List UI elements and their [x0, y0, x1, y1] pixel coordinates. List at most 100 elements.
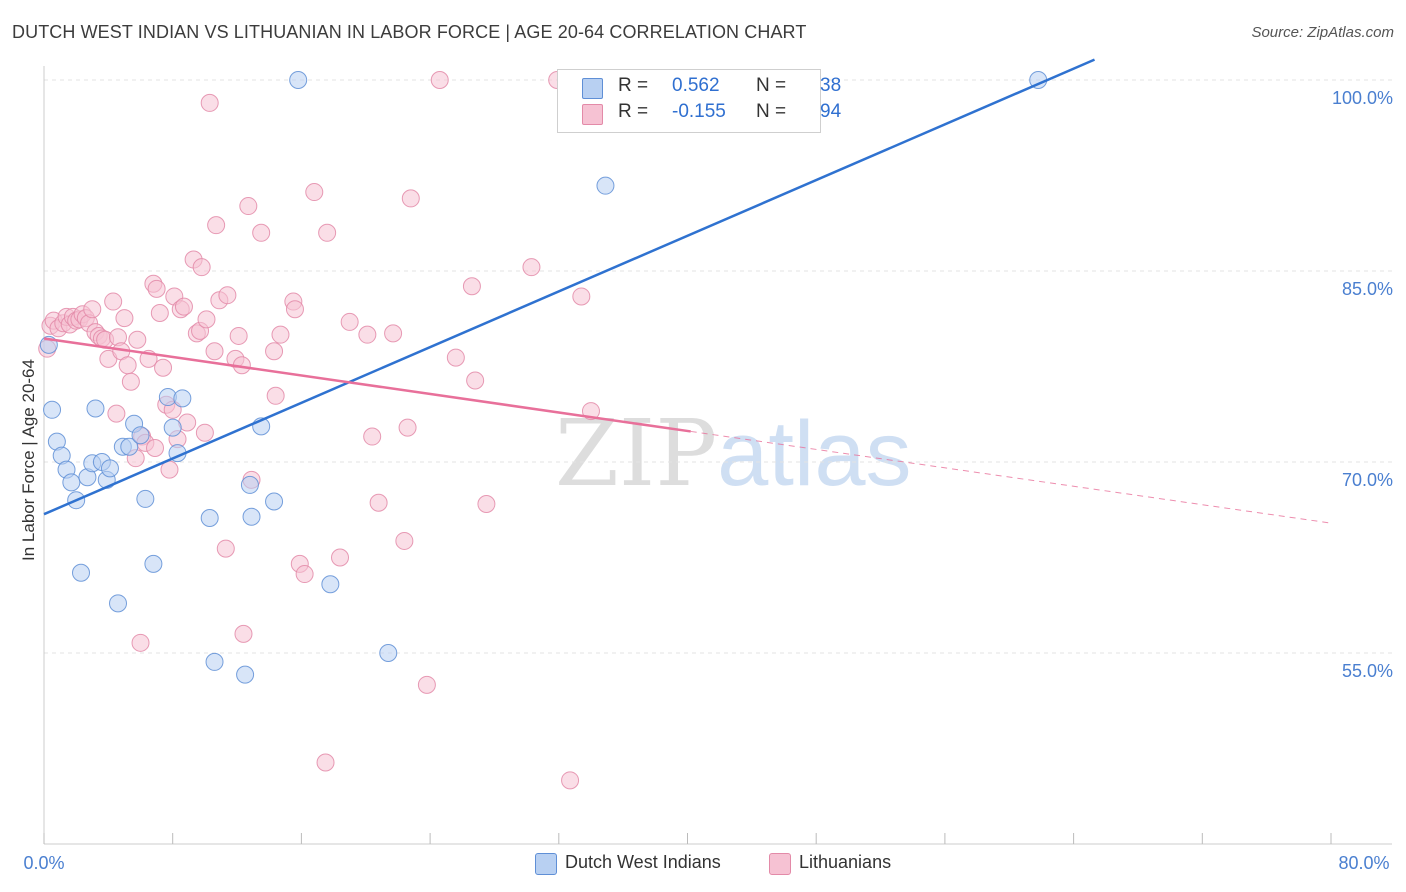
lithuanian-point: [466, 371, 485, 390]
lithuanian-point: [207, 216, 226, 235]
lithuanian-point: [197, 310, 216, 329]
legend-swatch-pink: [582, 104, 603, 125]
dutch-west-indian-point: [86, 399, 105, 418]
lithuanian-point: [561, 771, 580, 790]
legend-n-value-blue: 38: [820, 75, 842, 96]
x-tick-label: 80.0%: [1338, 853, 1389, 873]
lithuanian-point: [174, 297, 193, 316]
lithuanian-point: [477, 495, 496, 514]
lithuanian-point: [340, 312, 359, 331]
y-axis-label: In Labor Force | Age 20-64: [19, 359, 38, 561]
lithuanian-point: [417, 675, 436, 694]
lithuanian-point: [316, 753, 335, 772]
legend-r-value-blue: 0.562: [672, 75, 720, 96]
legend-n-label: N =: [756, 101, 787, 122]
lithuanian-point: [358, 325, 377, 344]
legend-r-label: R =: [618, 75, 649, 96]
dutch-west-indians-trend-line: [43, 58, 1096, 516]
lithuanian-point: [384, 324, 403, 343]
bottom-legend-label: Dutch West Indians: [565, 852, 721, 872]
watermark-zip: ZIP: [555, 400, 718, 507]
lithuanian-point: [398, 418, 417, 437]
bottom-legend-label: Lithuanians: [799, 852, 892, 872]
lithuanian-point: [430, 71, 449, 89]
dutch-west-indian-point: [62, 473, 81, 492]
legend-r-value-pink: -0.155: [672, 101, 726, 122]
lithuanian-point: [318, 223, 337, 242]
lithuanian-point: [401, 189, 420, 208]
lithuanian-point: [121, 372, 140, 391]
source-label: Source: ZipAtlas.com: [1251, 24, 1394, 41]
lithuanian-point: [462, 277, 481, 296]
lithuanian-point: [192, 258, 211, 277]
lithuanian-point: [154, 358, 173, 377]
lithuanians-trend-line: [43, 337, 691, 433]
dutch-west-indian-point: [136, 489, 155, 508]
dutch-west-indian-point: [236, 665, 255, 684]
lithuanian-point: [331, 548, 350, 567]
dutch-west-indians-points: [39, 71, 1048, 684]
lithuanian-point: [147, 279, 166, 298]
dutch-west-indian-point: [109, 594, 128, 613]
chart-title: DUTCH WEST INDIAN VS LITHUANIAN IN LABOR…: [12, 22, 807, 42]
dutch-west-indian-point: [120, 437, 139, 456]
dutch-west-indian-point: [289, 71, 308, 89]
axes: [43, 66, 1392, 845]
y-tick-label: 55.0%: [1342, 661, 1393, 681]
x-tick-label: 0.0%: [23, 853, 64, 873]
lithuanian-point: [239, 197, 258, 216]
lithuanian-point: [218, 286, 237, 305]
lithuanians-trend-extension: [690, 430, 1332, 524]
watermark: ZIPatlas: [555, 400, 912, 507]
lithuanian-point: [369, 493, 388, 512]
tick-labels: 55.0% 70.0% 85.0% 100.0% 0.0% 80.0%: [23, 88, 1393, 873]
lithuanian-point: [285, 300, 304, 319]
dutch-west-indian-point: [43, 400, 62, 419]
lithuanian-point: [118, 356, 137, 375]
bottom-legend-swatch-pink: [769, 853, 791, 875]
lithuanian-point: [107, 404, 126, 423]
lithuanian-point: [229, 326, 248, 345]
lithuanian-point: [128, 330, 147, 349]
dutch-west-indian-point: [242, 507, 261, 526]
dutch-west-indian-point: [379, 644, 398, 662]
legend-n-label: N =: [756, 75, 787, 96]
lithuanian-point: [216, 539, 235, 558]
lithuanian-point: [200, 93, 219, 112]
lithuanian-point: [146, 438, 165, 457]
y-tick-label: 100.0%: [1332, 88, 1393, 108]
lithuanian-point: [234, 624, 253, 643]
lithuanian-point: [395, 531, 414, 550]
legend-r-label: R =: [618, 101, 649, 122]
lithuanian-point: [572, 287, 591, 306]
watermark-atlas: atlas: [717, 403, 912, 505]
dutch-west-indian-point: [72, 563, 91, 582]
trend-lines: [43, 58, 1332, 524]
lithuanian-point: [446, 348, 465, 367]
lithuanian-point: [195, 423, 214, 442]
dutch-west-indian-point: [321, 575, 340, 594]
dutch-west-indian-point: [100, 459, 119, 478]
y-tick-label: 70.0%: [1342, 470, 1393, 490]
lithuanian-point: [150, 304, 169, 323]
dutch-west-indian-point: [173, 389, 192, 408]
bottom-legend-swatch-blue: [535, 853, 557, 875]
dutch-west-indian-point: [131, 426, 150, 445]
lithuanian-point: [205, 342, 224, 361]
legend-n-value-pink: 94: [820, 101, 842, 122]
dutch-west-indian-point: [163, 418, 182, 437]
dutch-west-indian-point: [265, 492, 284, 511]
y-tick-label: 85.0%: [1342, 279, 1393, 299]
dutch-west-indian-point: [200, 509, 219, 528]
lithuanian-point: [104, 292, 123, 311]
lithuanian-point: [131, 633, 150, 652]
lithuanians-points: [38, 71, 600, 790]
lithuanian-point: [115, 309, 134, 328]
lithuanian-point: [252, 223, 271, 242]
lithuanian-point: [305, 183, 324, 202]
dutch-west-indian-point: [205, 652, 224, 671]
lithuanian-point: [271, 325, 290, 344]
lithuanian-point: [265, 342, 284, 361]
lithuanian-point: [266, 386, 285, 405]
